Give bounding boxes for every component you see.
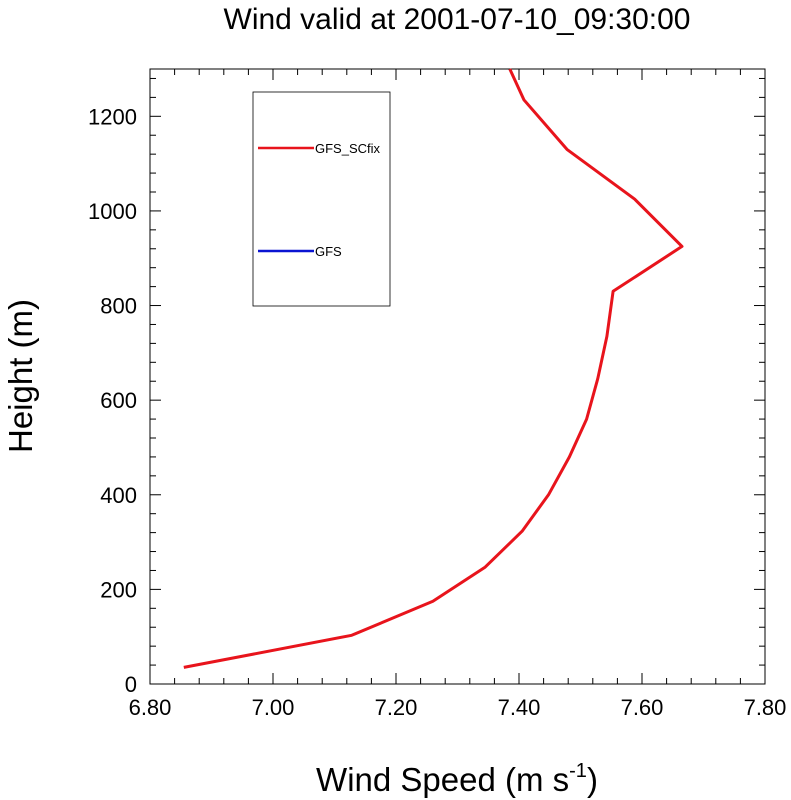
x-axis-label: Wind Speed (m s-1) [316,760,598,798]
y-tick-label: 0 [125,672,137,697]
series-line-gfs-scfix [183,68,684,669]
x-tick-label: 6.80 [129,695,172,720]
legend-label-gfs: GFS [315,244,342,259]
legend: GFS_SCfix GFS [252,91,391,307]
legend-box [252,91,391,307]
x-axis-label-main: Wind Speed (m s [316,761,569,798]
tick-labels: 6.80 7.00 7.20 7.40 7.60 7.80 0 200 400 600 800 100… [88,104,786,720]
x-tick-label: 7.20 [375,695,418,720]
y-tick-label: 600 [100,388,137,413]
y-tick-label: 1000 [88,199,137,224]
x-tick-label: 7.40 [498,695,541,720]
y-tick-label: 200 [100,577,137,602]
y-tick-label: 800 [100,294,137,319]
legend-label-gfs-scfix: GFS_SCfix [315,141,381,156]
y-tick-label: 400 [100,483,137,508]
series-layer [183,68,684,669]
tick-marks [149,69,766,685]
x-axis-label-suffix: ) [587,761,598,798]
y-tick-label: 1200 [88,104,137,129]
x-tick-label: 7.80 [744,695,787,720]
x-tick-label: 7.00 [252,695,295,720]
x-tick-label: 7.60 [621,695,664,720]
chart-title: Wind valid at 2001-07-10_09:30:00 [224,3,691,36]
x-axis-label-superscript: -1 [569,760,587,782]
y-axis-label: Height (m) [2,299,39,453]
plot-frame [149,68,766,685]
